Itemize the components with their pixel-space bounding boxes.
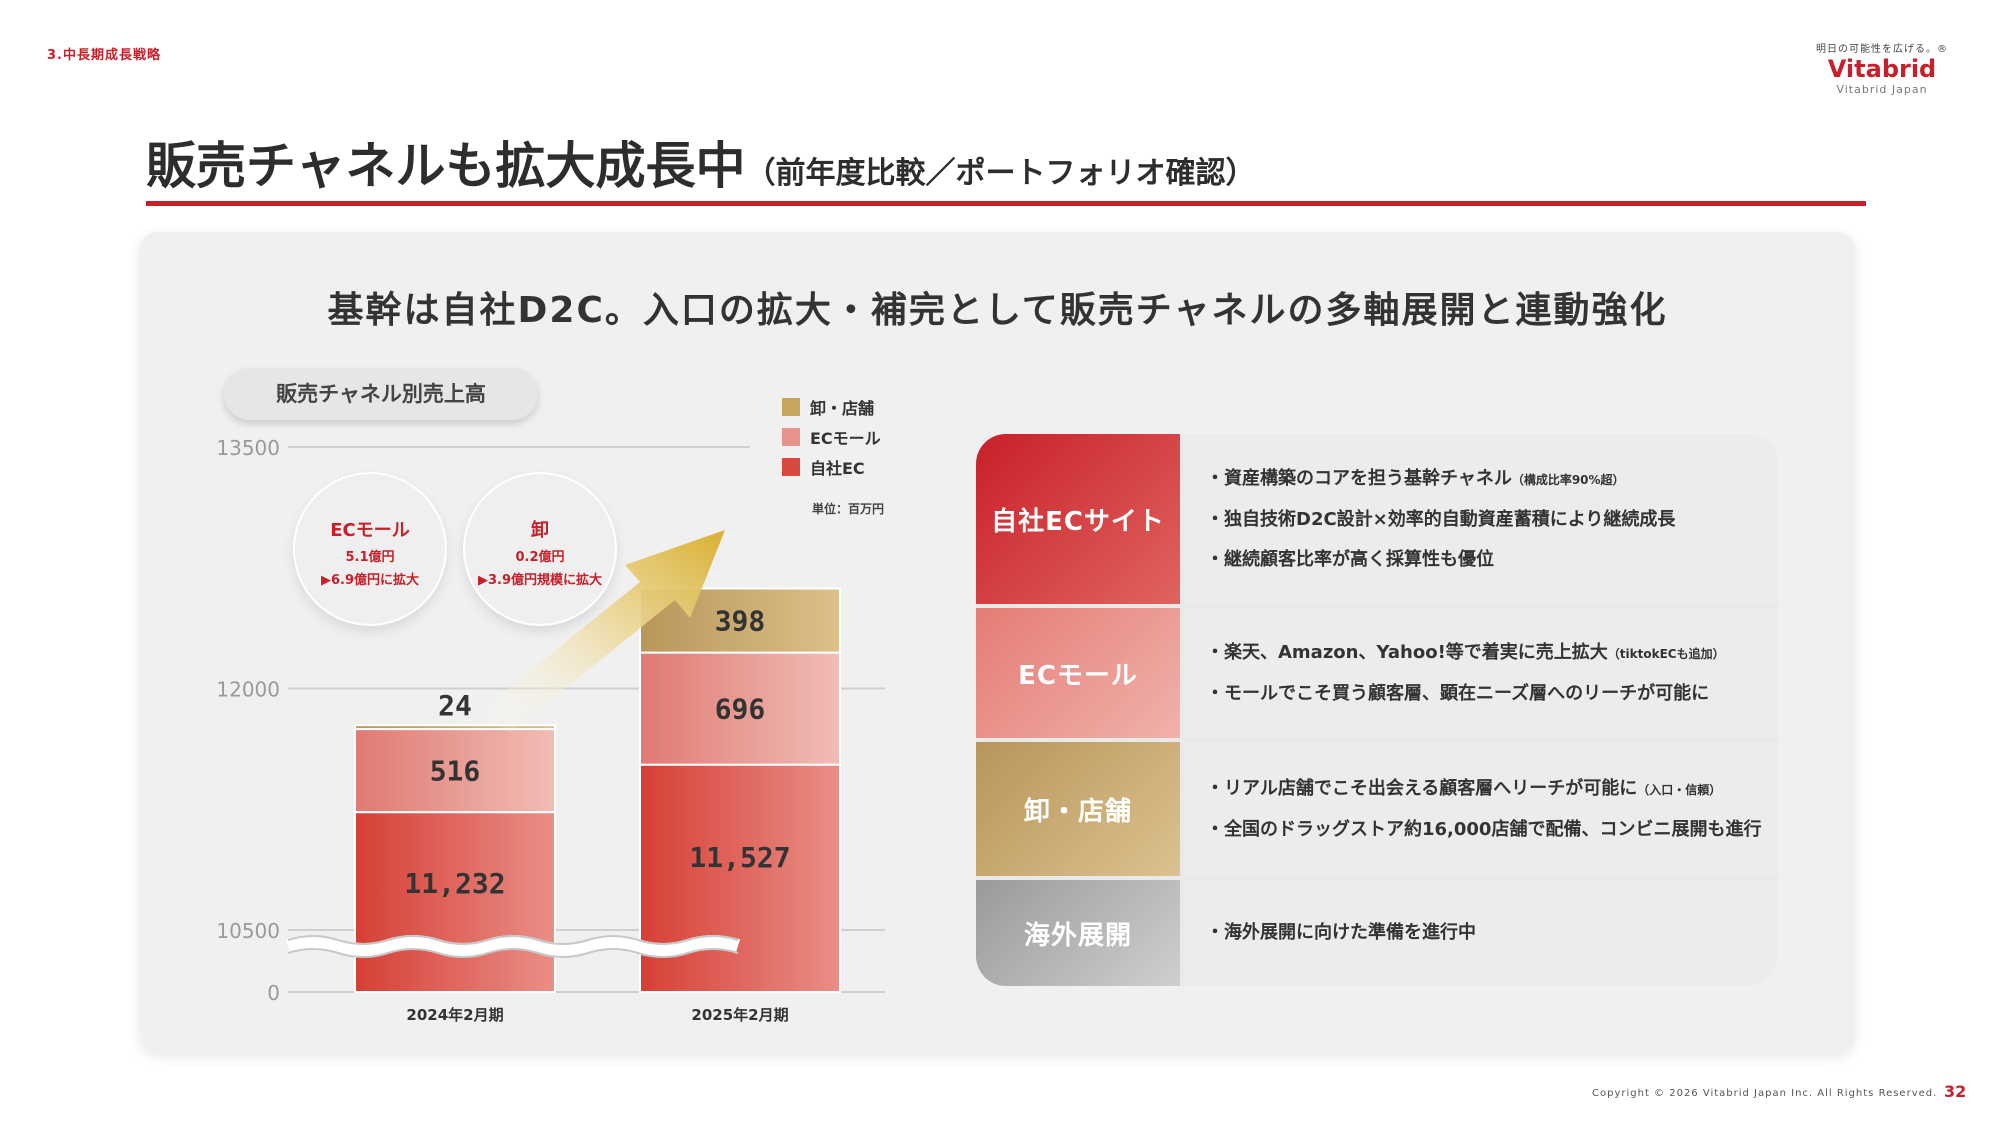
callout-title: 卸: [531, 520, 549, 541]
page-title-main: 販売チャネルも拡大成長中: [146, 137, 746, 195]
data-label: 24: [438, 689, 472, 722]
channel-description: ・リアル店舗でこそ出会える顧客層へリーチが可能に（入口・信頼） ・全国のドラッグ…: [1184, 742, 1778, 876]
page-title-sub: （前年度比較／ポートフォリオ確認）: [745, 156, 1256, 191]
callout-oroshi: 卸 0.2億円 ▶3.9億円規模に拡大: [465, 474, 615, 624]
growth-arrow: [475, 530, 725, 733]
data-label: 398: [715, 605, 766, 638]
callout-line: ▶6.9億円に拡大: [320, 573, 420, 588]
data-label: 696: [715, 693, 766, 726]
section-label: 3.中長期成長戦略: [47, 48, 161, 63]
channel-row-oroshi: 卸・店舗 ・リアル店舗でこそ出会える顧客層へリーチが可能に（入口・信頼） ・全国…: [976, 742, 1778, 876]
channel-bullet: ・独自技術D2C設計×効率的自動資産蓄積により継続成長: [1206, 508, 1676, 530]
legend-item: 卸・店舗: [782, 392, 881, 422]
channel-table: 自社ECサイト ・資産構築のコアを担う基幹チャネル（構成比率90%超） ・独自技…: [976, 434, 1778, 986]
channel-label: ECモール: [976, 608, 1180, 738]
callout-ec-mall: ECモール 5.1億円 ▶6.9億円に拡大: [295, 474, 445, 624]
channel-bullet: ・海外展開に向けた準備を進行中: [1206, 922, 1476, 943]
channel-bullet: ・楽天、Amazon、Yahoo!等で着実に売上拡大（tiktokECも追加）: [1206, 641, 1725, 663]
logo-subname: Vitabrid Japan: [1836, 83, 1928, 96]
y-tick-label: 10500: [216, 919, 280, 943]
channel-label: 自社ECサイト: [976, 434, 1180, 604]
callout-line: 0.2億円: [515, 550, 565, 565]
channel-description: ・海外展開に向けた準備を進行中: [1184, 880, 1778, 986]
callout-title: ECモール: [330, 520, 410, 541]
legend-label: 卸・店舗: [810, 399, 875, 418]
logo-tagline: 明日の可能性を広げる。®: [1816, 44, 1948, 55]
channel-description: ・楽天、Amazon、Yahoo!等で着実に売上拡大（tiktokECも追加） …: [1184, 608, 1778, 738]
legend-swatch: [782, 458, 800, 476]
chart-title-pill: 販売チャネル別売上高: [224, 368, 538, 420]
y-tick-label: 0: [267, 981, 280, 1005]
x-tick-label: 2024年2月期: [406, 1006, 503, 1024]
page-title: 販売チャネルも拡大成長中（前年度比較／ポートフォリオ確認）: [146, 126, 1256, 198]
bar-segment-ec-mall: [354, 728, 556, 814]
chart-legend: 卸・店舗 ECモール 自社EC: [782, 392, 881, 482]
bar-segment-jisha-ec: [639, 763, 841, 994]
copyright: Copyright © 2026 Vitabrid Japan Inc. All…: [1592, 1088, 1938, 1099]
channel-label: 海外展開: [976, 880, 1180, 986]
data-label: 11,232: [404, 867, 505, 900]
y-tick-label: 13500: [216, 436, 280, 460]
channel-bullet: ・モールでこそ買う顧客層、顕在ニーズ層へのリーチが可能に: [1206, 682, 1710, 704]
axis-break-wave: [285, 935, 741, 957]
data-label: 11,527: [689, 841, 790, 874]
bar-segment-jisha-ec: [354, 811, 556, 994]
title-underline: [146, 201, 1866, 206]
callout-line: 5.1億円: [345, 550, 395, 565]
channel-bullet: ・資産構築のコアを担う基幹チャネル（構成比率90%超）: [1206, 467, 1625, 489]
axis-break-line-bottom: [287, 948, 739, 958]
legend-swatch: [782, 428, 800, 446]
unit-label: 単位：百万円: [812, 502, 885, 516]
page-number: 32: [1944, 1082, 1967, 1101]
channel-label: 卸・店舗: [976, 742, 1180, 876]
y-tick-label: 12000: [216, 678, 280, 702]
bar-segment-ec-mall: [639, 651, 841, 766]
bar-segment-oroshi: [354, 724, 556, 731]
logo-name: Vitabrid: [1827, 55, 1937, 83]
panel-heading: 基幹は自社D2C。入口の拡大・補完として販売チャネルの多軸展開と連動強化: [327, 290, 1668, 331]
channel-row-kaigai: 海外展開 ・海外展開に向けた準備を進行中: [976, 880, 1778, 986]
channel-bullet: ・継続顧客比率が高く採算性も優位: [1206, 548, 1494, 570]
channel-description: ・資産構築のコアを担う基幹チャネル（構成比率90%超） ・独自技術D2C設計×効…: [1184, 434, 1778, 604]
axis-break-line-top: [287, 935, 739, 945]
legend-item: 自社EC: [782, 452, 881, 482]
x-tick-label: 2025年2月期: [691, 1006, 788, 1024]
legend-label: ECモール: [810, 429, 881, 448]
channel-row-ec-mall: ECモール ・楽天、Amazon、Yahoo!等で着実に売上拡大（tiktokE…: [976, 608, 1778, 738]
channel-bullet: ・全国のドラッグストア約16,000店舗で配備、コンビニ展開も進行: [1206, 818, 1762, 840]
channel-row-jisha-ec: 自社ECサイト ・資産構築のコアを担う基幹チャネル（構成比率90%超） ・独自技…: [976, 434, 1778, 604]
company-logo: 明日の可能性を広げる。® Vitabrid Vitabrid Japan: [1802, 40, 1962, 96]
legend-swatch: [782, 398, 800, 416]
callout-line: ▶3.9億円規模に拡大: [477, 573, 603, 588]
channel-bullet: ・リアル店舗でこそ出会える顧客層へリーチが可能に（入口・信頼）: [1206, 777, 1722, 799]
data-label: 516: [430, 755, 481, 788]
legend-label: 自社EC: [810, 459, 865, 478]
legend-item: ECモール: [782, 422, 881, 452]
